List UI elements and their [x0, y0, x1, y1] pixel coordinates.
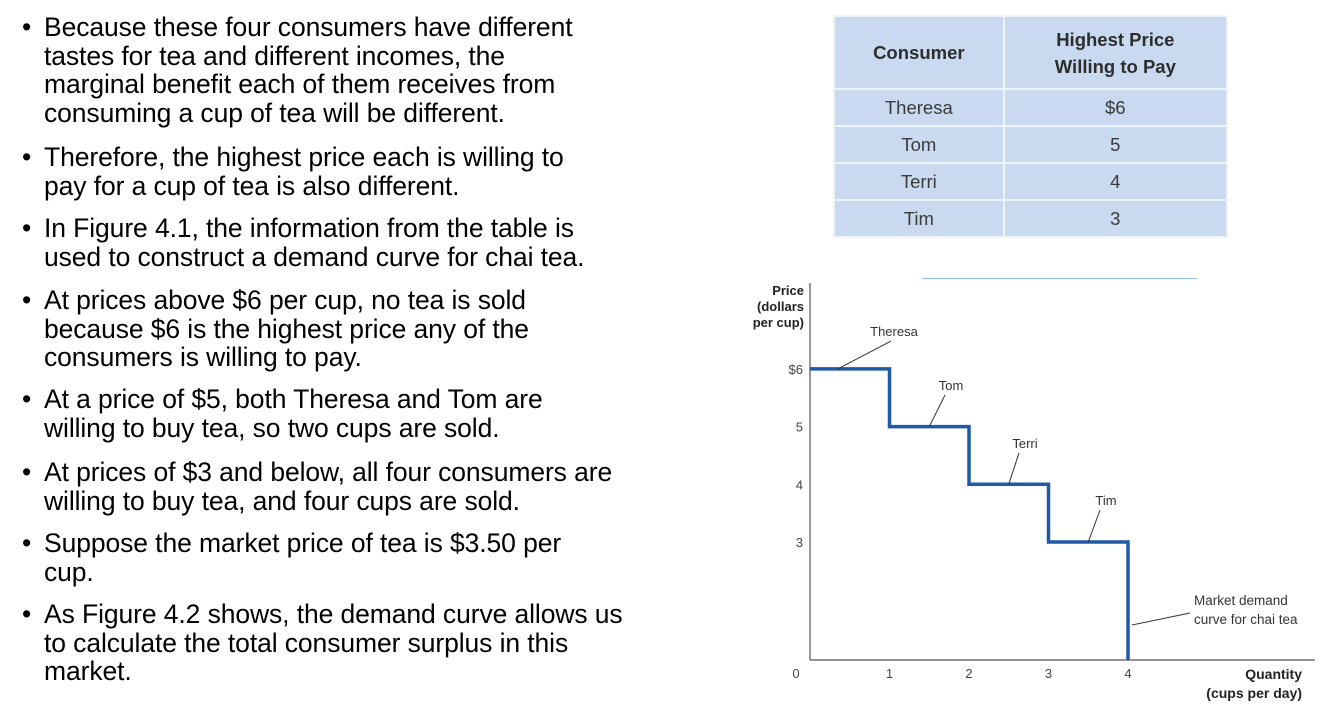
market-demand-label: Market demand	[1194, 593, 1288, 608]
consumer-cell: Tim	[833, 199, 1005, 238]
table-row: Terri 4	[833, 162, 1229, 201]
x-tick-label: 4	[1124, 666, 1131, 681]
bullet-line: In Figure 4.1, the information from the …	[44, 213, 574, 243]
bullet-line: Because these four consumers have differ…	[44, 12, 573, 42]
bullet-text: At a price of $5, both Theresa and Tom a…	[44, 385, 732, 442]
bullet-line: At prices of $3 and below, all four cons…	[44, 457, 613, 487]
bullet-line: tastes for tea and different incomes, th…	[44, 40, 505, 71]
bullet-dot-icon: •	[22, 457, 32, 487]
bullet-line: to calculate the total consumer surplus …	[44, 627, 569, 658]
table-row: Tom 5	[833, 125, 1229, 164]
y-axis-label: Price	[772, 283, 804, 298]
bullet-line: consumers is willing to pay.	[44, 342, 362, 372]
bullet-line: As Figure 4.2 shows, the demand curve al…	[44, 599, 623, 629]
table-header-row: Consumer Highest Price Willing to Pay	[833, 15, 1229, 90]
bullet-text: Therefore, the highest price each is wil…	[44, 143, 732, 200]
x-tick-label: 3	[1045, 666, 1052, 681]
bullet-item: • In Figure 4.1, the information from the…	[22, 214, 732, 271]
bullet-dot-icon: •	[22, 528, 32, 558]
x-tick-label: 0	[792, 666, 799, 681]
bullet-text: As Figure 4.2 shows, the demand curve al…	[44, 600, 732, 686]
bullet-text: Because these four consumers have differ…	[44, 13, 732, 127]
bullet-line: willing to buy tea, and four cups are so…	[44, 485, 520, 516]
header-line: Willing to Pay	[1054, 55, 1176, 77]
consumer-annotation-label: Theresa	[870, 324, 918, 339]
bullet-dot-icon: •	[22, 213, 32, 243]
market-demand-label: curve for chai tea	[1194, 612, 1298, 627]
bullet-line: used to construct a demand curve for cha…	[44, 241, 585, 272]
bullet-text: In Figure 4.1, the information from the …	[44, 214, 732, 271]
annotation-leader-line	[928, 394, 946, 427]
consumer-cell: Tom	[833, 125, 1005, 164]
x-tick-label: 2	[965, 666, 972, 681]
bullet-line: because $6 is the highest price any of t…	[44, 313, 529, 344]
bullet-item: • At prices above $6 per cup, no tea is s…	[22, 286, 732, 372]
price-cell: $6	[1002, 88, 1229, 127]
price-cell: 5	[1002, 125, 1229, 164]
bullet-line: consuming a cup of tea will be different…	[44, 97, 505, 128]
bullet-line: cup.	[44, 556, 94, 587]
bullet-line: Therefore, the highest price each is wil…	[44, 142, 564, 172]
bullet-item: • At prices of $3 and below, all four con…	[22, 458, 732, 515]
x-axis-label: Quantity	[1245, 666, 1302, 682]
x-tick-label: 1	[886, 666, 893, 681]
annotation-leader-line	[1008, 452, 1020, 485]
y-axis-label: per cup)	[753, 315, 804, 330]
bullet-item: • Suppose the market price of tea is $3.5…	[22, 529, 732, 586]
table-row: Theresa $6	[833, 88, 1229, 127]
bullet-dot-icon: •	[22, 142, 32, 172]
bullet-item: • Therefore, the highest price each is wi…	[22, 143, 732, 200]
header-line: Highest Price	[1056, 28, 1175, 50]
consumer-annotation-label: Terri	[1012, 436, 1037, 451]
bullet-line: Suppose the market price of tea is $3.50…	[44, 528, 562, 558]
annotation-leader-line	[837, 340, 892, 370]
x-axis-label: (cups per day)	[1206, 685, 1302, 701]
header-highest-price: Highest Price Willing to Pay	[1002, 15, 1229, 90]
divider-line	[922, 278, 1197, 279]
bullet-text: Suppose the market price of tea is $3.50…	[44, 529, 732, 586]
bullet-line: willing to buy tea, so two cups are sold…	[44, 412, 500, 443]
bullet-item: • As Figure 4.2 shows, the demand curve a…	[22, 600, 732, 686]
bullet-text: At prices of $3 and below, all four cons…	[44, 458, 732, 515]
y-tick-label: 4	[796, 477, 803, 492]
consumer-annotation-label: Tom	[939, 378, 964, 393]
header-consumer: Consumer	[833, 15, 1005, 90]
market-demand-leader-line	[1131, 612, 1191, 626]
bullet-item: • Because these four consumers have diffe…	[22, 13, 732, 127]
bullet-dot-icon: •	[22, 285, 32, 315]
price-cell: 3	[1002, 199, 1229, 238]
bullet-line: At a price of $5, both Theresa and Tom a…	[44, 384, 543, 414]
bullet-dot-icon: •	[22, 384, 32, 414]
consumer-annotation-label: Tim	[1095, 493, 1116, 508]
bullet-dot-icon: •	[22, 599, 32, 629]
table-row: Tim 3	[833, 199, 1229, 238]
bullet-dot-icon: •	[22, 12, 32, 42]
bullet-line: pay for a cup of tea is also different.	[44, 170, 460, 201]
consumer-cell: Theresa	[833, 88, 1005, 127]
price-cell: 4	[1002, 162, 1229, 201]
y-tick-label: $6	[789, 362, 803, 377]
y-tick-label: 5	[796, 420, 803, 435]
bullet-item: • At a price of $5, both Theresa and Tom …	[22, 385, 732, 442]
bullet-text: At prices above $6 per cup, no tea is so…	[44, 286, 732, 372]
bullet-line: At prices above $6 per cup, no tea is so…	[44, 285, 526, 315]
y-axis-label: (dollars	[757, 299, 804, 314]
willingness-to-pay-table: Consumer Highest Price Willing to Pay The…	[833, 15, 1229, 238]
consumer-cell: Terri	[833, 162, 1005, 201]
demand-curve-step-line	[810, 367, 1130, 660]
y-tick-label: 3	[796, 535, 803, 550]
bullet-line: marginal benefit each of them receives f…	[44, 69, 556, 99]
bullet-line: market.	[44, 656, 132, 686]
annotation-leader-line	[1087, 509, 1101, 543]
